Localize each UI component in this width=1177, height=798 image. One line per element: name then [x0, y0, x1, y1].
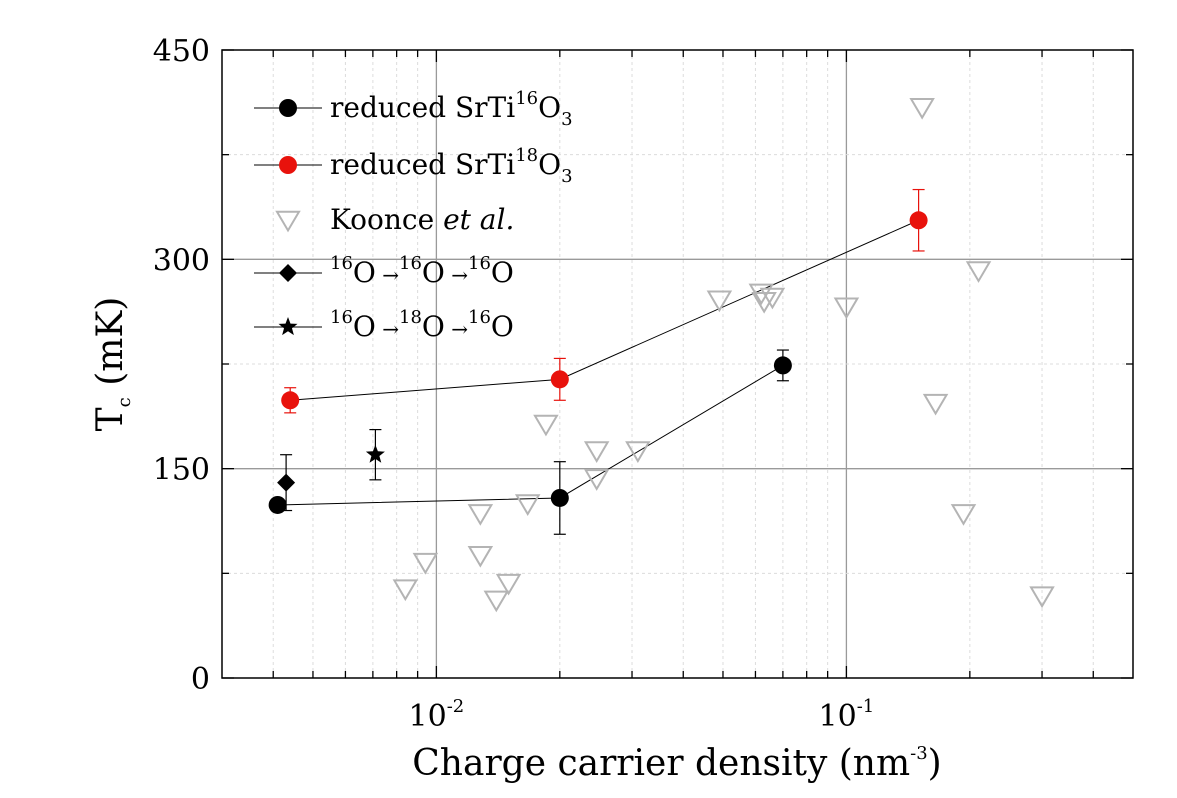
legend-marker [279, 156, 297, 174]
y-axis-title: Tc (mK) [90, 297, 135, 432]
series-0 [268, 349, 792, 535]
x-tick-base: 10 [409, 699, 447, 734]
legend-arrow: → [376, 263, 399, 287]
data-point [365, 444, 385, 463]
data-point [706, 290, 733, 313]
series-2 [392, 97, 1055, 613]
plot-area [268, 97, 1055, 613]
data-point [392, 579, 419, 602]
x-tick-label: 10-1 [819, 696, 875, 734]
data-point [909, 97, 935, 120]
legend-name-subscript: 3 [561, 109, 572, 130]
legend-element: O [353, 256, 376, 289]
legend-marker [279, 264, 297, 282]
legend-name: reduced SrTi [330, 148, 515, 181]
legend-element: O [491, 310, 514, 343]
y-tick-label: 450 [153, 34, 210, 69]
x-axis-title: Charge carrier density (nm-3) [412, 743, 941, 784]
y-tick-label: 150 [153, 453, 210, 488]
data-point [277, 473, 296, 492]
legend-isotope-mass: 18 [399, 307, 422, 328]
y-axis-title-unit: (mK) [90, 297, 131, 398]
legend-isotope-mass: 16 [330, 253, 353, 274]
legend-entry-0: reduced SrTi16O3 [254, 88, 573, 130]
data-point [909, 211, 928, 230]
series-line [290, 219, 919, 401]
legend-entry-2: Koonce et al. [275, 203, 514, 236]
data-point [533, 414, 559, 437]
legend-label: 16O →16O →16O [330, 253, 514, 289]
data-point [550, 370, 569, 389]
legend-arrow: → [445, 263, 468, 287]
series-4 [365, 428, 385, 481]
legend-name: Koonce [330, 203, 443, 236]
legend-isotope-mass: 16 [399, 253, 422, 274]
legend-label: Koonce et al. [330, 203, 514, 236]
y-axis-title-subscript: c [114, 397, 135, 407]
legend-element: O [422, 310, 445, 343]
data-point [412, 552, 439, 575]
data-point [583, 441, 610, 463]
data-point [483, 590, 510, 613]
x-axis-title-close: ) [928, 743, 942, 784]
legend-label: reduced SrTi16O3 [330, 88, 573, 130]
data-point [514, 494, 541, 516]
legend-name: reduced SrTi [330, 91, 515, 124]
grid [222, 50, 1133, 678]
x-axis-title-exponent: -3 [910, 743, 928, 764]
data-point [773, 356, 792, 375]
legend-element: O [491, 256, 514, 289]
legend-entry-3: 16O →16O →16O [254, 253, 514, 289]
x-tick-label: 10-2 [409, 696, 465, 734]
data-point [950, 504, 977, 526]
legend-name-superscript: 16 [515, 88, 538, 109]
legend-label: reduced SrTi18O3 [330, 145, 573, 187]
data-point [467, 504, 494, 526]
legend-name-tail: O [538, 91, 561, 124]
legend-name-italic: et al. [443, 203, 514, 236]
legend-element: O [422, 256, 445, 289]
data-point [833, 297, 860, 320]
data-point [625, 441, 651, 463]
legend-name-superscript: 18 [515, 145, 538, 166]
legend-marker [278, 317, 298, 336]
series-3 [277, 454, 296, 512]
data-point [281, 391, 300, 410]
y-tick-label: 300 [153, 243, 210, 278]
data-point [268, 495, 287, 514]
data-point [965, 261, 992, 283]
legend-name-subscript: 3 [561, 166, 572, 187]
legend-name-tail: O [538, 148, 561, 181]
series-line [277, 364, 784, 506]
legend-arrow: → [376, 317, 399, 341]
legend-label: 16O →18O →16O [330, 307, 514, 343]
legend-arrow: → [445, 317, 468, 341]
legend-entry-4: 16O →18O →16O [254, 307, 514, 343]
legend-entry-1: reduced SrTi18O3 [254, 145, 573, 187]
data-point [922, 393, 949, 416]
data-point [495, 573, 522, 596]
y-tick-label: 0 [191, 662, 210, 697]
series-1 [281, 188, 928, 414]
data-point [467, 545, 494, 568]
legend-marker [275, 210, 301, 233]
data-point [1029, 586, 1055, 609]
x-tick-exponent: -1 [857, 696, 875, 717]
legend-element: O [353, 310, 376, 343]
data-point [550, 488, 569, 507]
legend-isotope-mass: 16 [468, 253, 491, 274]
legend-marker [279, 99, 297, 117]
x-tick-base: 10 [819, 699, 857, 734]
data-point [759, 287, 786, 310]
y-axis-title-text: T [90, 407, 131, 431]
legend-isotope-mass: 16 [330, 307, 353, 328]
legend-isotope-mass: 16 [468, 307, 491, 328]
data-point [583, 469, 610, 491]
x-tick-exponent: -2 [447, 696, 465, 717]
x-axis-title-text: Charge carrier density (nm [412, 743, 910, 784]
